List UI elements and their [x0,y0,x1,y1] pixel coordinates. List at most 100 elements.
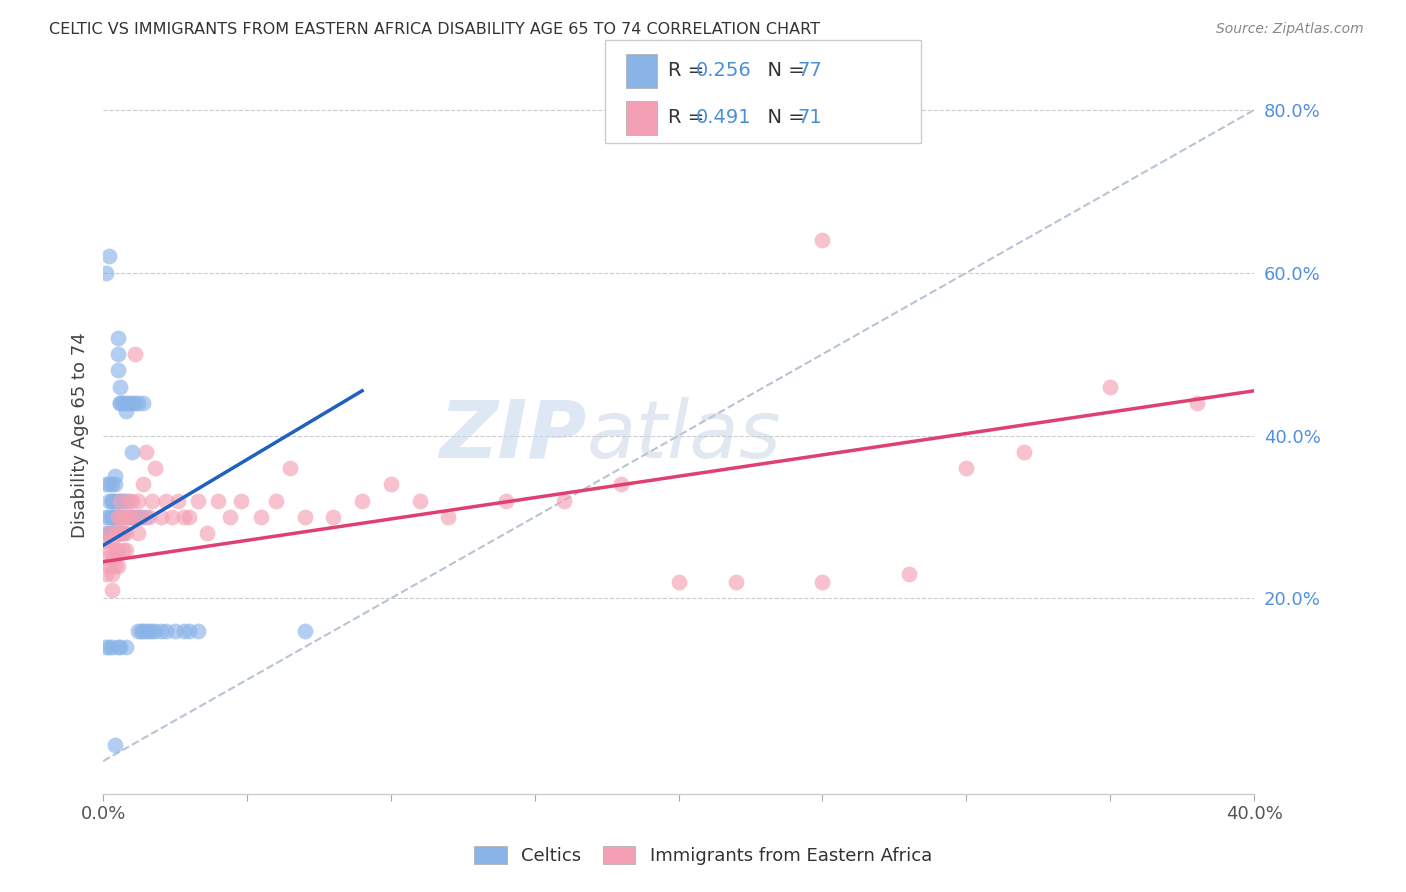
Point [107,558,129,573]
Point [322,510,344,524]
Point [173,510,195,524]
Point [121,396,143,410]
Point [124,347,146,361]
Point [231,493,253,508]
Point [121,510,143,524]
Point [121,493,143,508]
Point [97,542,120,557]
Point [149,624,172,638]
Text: N =: N = [755,108,811,128]
Point [100,640,122,655]
Point [112,510,135,524]
Point [110,510,132,524]
Point [107,510,129,524]
Point [100,583,122,598]
Point [110,396,132,410]
Point [97,477,120,491]
Point [104,738,127,752]
Point [610,477,633,491]
Point [264,493,287,508]
Point [100,510,122,524]
Point [97,640,120,655]
Point [112,542,135,557]
Point [135,445,157,459]
Point [1099,380,1122,394]
Point [173,624,195,638]
Point [668,575,690,590]
Text: 71: 71 [797,108,823,128]
Point [107,640,129,655]
Point [155,493,177,508]
Point [115,526,138,541]
Point [100,566,122,581]
Point [115,510,138,524]
Point [112,526,135,541]
Point [155,624,177,638]
Point [110,396,132,410]
Point [138,510,160,524]
Text: 0.491: 0.491 [696,108,752,128]
Point [104,558,127,573]
Point [107,331,129,345]
Point [94,640,117,655]
Point [112,510,135,524]
Point [100,526,122,541]
Point [149,510,172,524]
Point [110,380,132,394]
Point [143,461,166,475]
Point [97,493,120,508]
Point [100,493,122,508]
Point [110,493,132,508]
Point [160,510,183,524]
Point [94,550,117,565]
Point [179,624,201,638]
Point [112,396,135,410]
Point [104,510,127,524]
Point [250,510,273,524]
Point [127,396,149,410]
Point [100,526,122,541]
Point [107,510,129,524]
Point [138,624,160,638]
Point [167,493,190,508]
Point [121,445,143,459]
Point [495,493,517,508]
Point [110,640,132,655]
Point [553,493,575,508]
Point [129,624,152,638]
Point [1185,396,1208,410]
Point [127,624,149,638]
Point [100,493,122,508]
Point [94,510,117,524]
Point [132,396,155,410]
Point [124,510,146,524]
Point [107,363,129,377]
Point [110,526,132,541]
Point [380,477,402,491]
Point [100,510,122,524]
Point [100,550,122,565]
Point [725,575,748,590]
Text: ZIP: ZIP [439,397,586,475]
Point [129,510,152,524]
Point [107,493,129,508]
Point [127,510,149,524]
Point [811,233,834,247]
Point [115,542,138,557]
Point [118,510,141,524]
Point [104,526,127,541]
Point [115,640,138,655]
Point [129,510,152,524]
Point [107,526,129,541]
Point [132,477,155,491]
Point [118,396,141,410]
Text: CELTIC VS IMMIGRANTS FROM EASTERN AFRICA DISABILITY AGE 65 TO 74 CORRELATION CHA: CELTIC VS IMMIGRANTS FROM EASTERN AFRICA… [49,22,820,37]
Point [94,266,117,280]
Point [294,510,316,524]
Point [107,510,129,524]
Point [165,624,187,638]
Text: 77: 77 [797,62,823,80]
Point [132,624,155,638]
Point [107,347,129,361]
Point [112,526,135,541]
